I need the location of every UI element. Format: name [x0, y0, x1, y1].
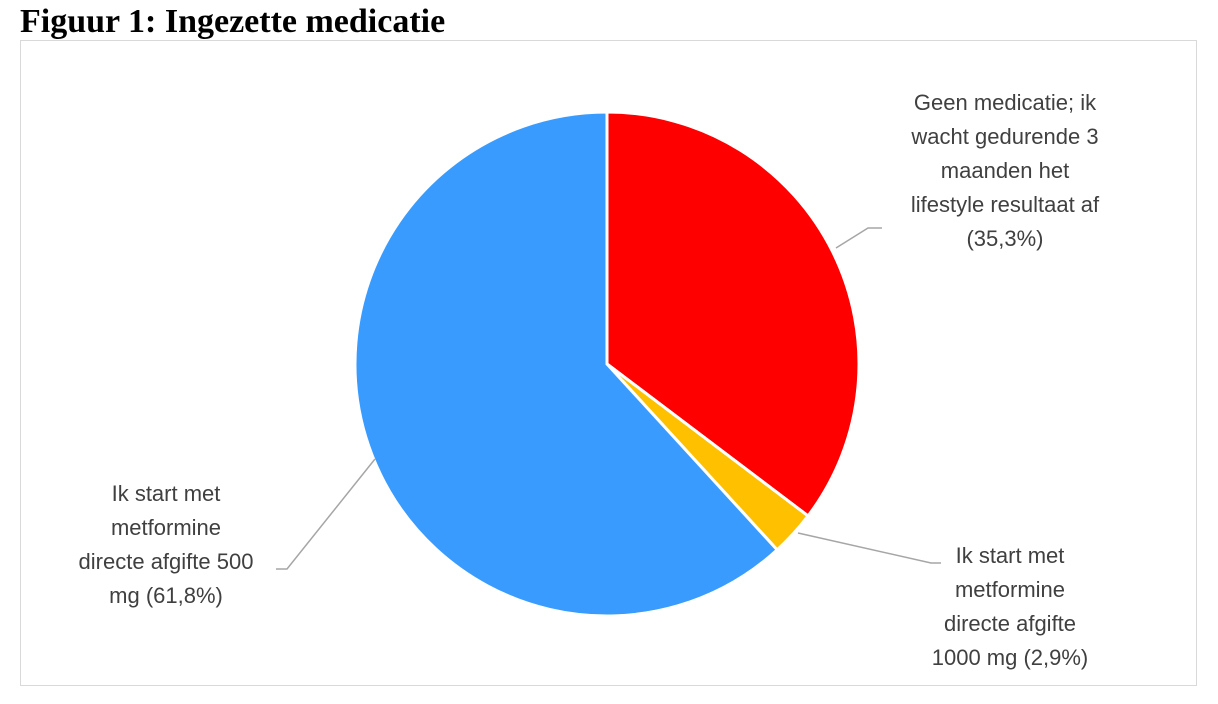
label-line: Ik start met: [111, 481, 221, 506]
label-geen-medicatie: Geen medicatie; ik wacht gedurende 3 maa…: [880, 86, 1130, 256]
slice-geen-medicatie: [605, 110, 861, 519]
label-line: (35,3%): [966, 226, 1044, 251]
label-line: 1000 mg (2,9%): [931, 645, 1089, 670]
label-metformine-500: Ik start met metformine directe afgifte …: [56, 477, 276, 613]
figure-title: Figuur 1: Ingezette medicatie: [20, 3, 446, 40]
leader-line-red: [835, 227, 882, 249]
label-line: wacht gedurende 3: [911, 124, 1099, 149]
label-line: mg (61,8%): [109, 583, 223, 608]
label-line: directe afgifte 500: [78, 549, 254, 574]
label-metformine-1000: Ik start met metformine directe afgifte …: [910, 539, 1110, 675]
leader-line-blue: [276, 458, 376, 570]
label-line: Ik start met: [955, 543, 1065, 568]
label-line: directe afgifte: [943, 611, 1077, 636]
label-line: Geen medicatie; ik: [913, 90, 1097, 115]
label-line: maanden het: [940, 158, 1070, 183]
label-line: metformine: [954, 577, 1066, 602]
leader-line-yellow: [797, 532, 941, 564]
label-line: metformine: [110, 515, 222, 540]
label-line: lifestyle resultaat af: [910, 192, 1100, 217]
slice-metformine-500: [353, 110, 780, 618]
